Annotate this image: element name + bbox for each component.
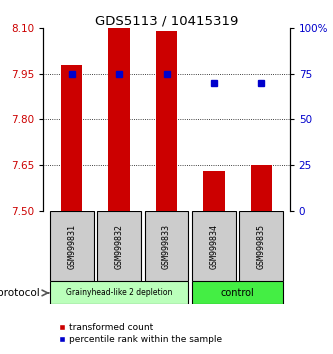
Text: Grainyhead-like 2 depletion: Grainyhead-like 2 depletion xyxy=(66,289,172,297)
Bar xyxy=(109,28,130,211)
Bar xyxy=(50,281,188,304)
Text: GSM999832: GSM999832 xyxy=(115,223,124,269)
Text: GSM999835: GSM999835 xyxy=(257,223,266,269)
Bar xyxy=(50,211,94,281)
Bar xyxy=(251,165,272,211)
Bar xyxy=(239,211,283,281)
Title: GDS5113 / 10415319: GDS5113 / 10415319 xyxy=(95,14,238,27)
Text: GSM999833: GSM999833 xyxy=(162,223,171,269)
Bar xyxy=(97,211,141,281)
Text: GSM999834: GSM999834 xyxy=(209,223,218,269)
Bar xyxy=(192,211,236,281)
Bar xyxy=(61,65,82,211)
Bar xyxy=(192,281,283,304)
Text: GSM999831: GSM999831 xyxy=(67,223,76,269)
Bar xyxy=(156,32,177,211)
Legend: transformed count, percentile rank within the sample: transformed count, percentile rank withi… xyxy=(55,320,226,348)
Text: control: control xyxy=(221,288,254,298)
Text: protocol: protocol xyxy=(0,288,40,298)
Bar xyxy=(145,211,188,281)
Bar xyxy=(203,171,224,211)
